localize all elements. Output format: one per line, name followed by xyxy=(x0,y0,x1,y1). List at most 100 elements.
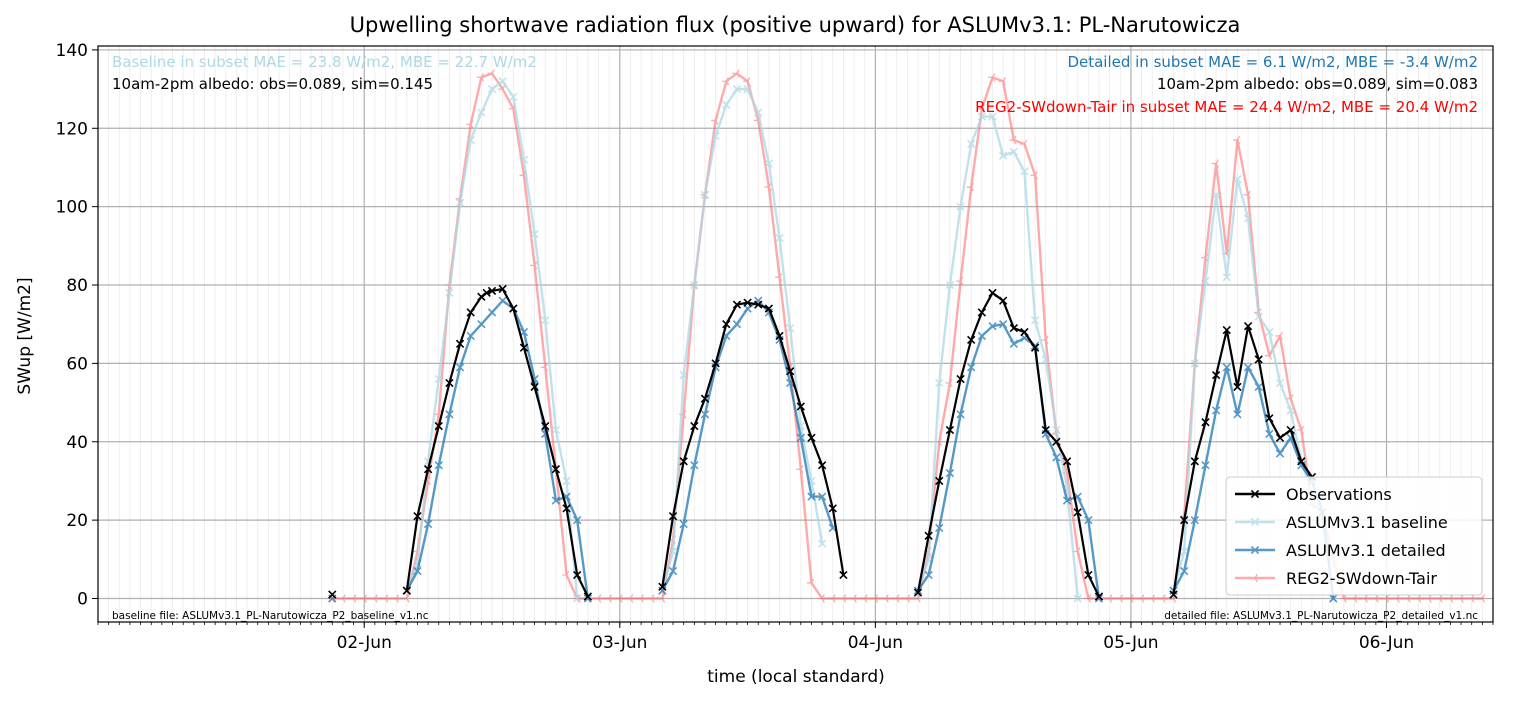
data-point xyxy=(1094,592,1104,601)
data-point xyxy=(1201,461,1210,470)
data-point xyxy=(328,590,337,599)
data-point xyxy=(913,588,923,597)
data-point xyxy=(583,592,593,601)
baseline-albedo-annotation: 10am-2pm albedo: obs=0.089, sim=0.145 xyxy=(112,75,433,93)
data-point xyxy=(445,410,454,419)
data-point xyxy=(1297,457,1306,466)
data-point xyxy=(434,374,443,384)
data-point xyxy=(1233,175,1242,184)
data-point xyxy=(1243,321,1253,331)
data-point xyxy=(732,84,742,94)
y-tick-label: 80 xyxy=(66,276,88,296)
data-point xyxy=(828,594,836,603)
x-tick-label: 05-Jun xyxy=(1103,633,1158,653)
data-point xyxy=(977,331,987,341)
data-point xyxy=(924,570,933,580)
data-point xyxy=(945,425,955,435)
data-point xyxy=(700,410,710,419)
data-point xyxy=(359,594,368,603)
data-point xyxy=(860,594,868,603)
data-point xyxy=(807,433,816,443)
data-point xyxy=(924,531,933,540)
data-point xyxy=(732,320,742,329)
data-point xyxy=(413,512,422,521)
data-point xyxy=(1073,594,1082,603)
data-point xyxy=(1009,135,1017,145)
data-point xyxy=(551,425,561,435)
data-point xyxy=(1084,515,1093,525)
data-point xyxy=(370,594,378,603)
x-axis-label: time (local standard) xyxy=(707,667,885,687)
data-point xyxy=(583,594,593,603)
legend-swatch-marker xyxy=(1250,545,1260,555)
data-point xyxy=(573,515,582,525)
data-point xyxy=(1030,343,1040,352)
data-point xyxy=(1169,590,1178,599)
data-point xyxy=(423,465,433,474)
data-point xyxy=(391,594,399,603)
data-point xyxy=(1052,453,1061,462)
series-line xyxy=(1172,366,1335,599)
data-point xyxy=(381,594,389,603)
data-point xyxy=(519,327,529,337)
data-point xyxy=(615,594,623,603)
data-point xyxy=(1254,355,1263,364)
legend-swatch xyxy=(1235,517,1275,527)
data-point xyxy=(1211,190,1221,200)
x-tick-label: 06-Jun xyxy=(1359,633,1414,653)
data-point xyxy=(775,233,784,243)
data-point xyxy=(349,594,357,603)
data-point xyxy=(657,594,666,603)
data-point xyxy=(967,335,976,345)
data-point xyxy=(711,131,720,141)
legend-swatch xyxy=(1235,489,1275,499)
data-point xyxy=(1254,382,1263,392)
x-tick-label: 03-Jun xyxy=(592,633,647,653)
data-point xyxy=(690,421,699,431)
legend-swatch-marker xyxy=(1250,489,1260,499)
data-point xyxy=(817,492,827,501)
data-point xyxy=(658,582,667,591)
data-point xyxy=(519,343,529,352)
data-point xyxy=(1062,457,1072,466)
data-point xyxy=(1243,363,1253,372)
data-point xyxy=(1094,594,1104,603)
data-point xyxy=(402,586,411,595)
data-point xyxy=(967,363,976,372)
plot-frame xyxy=(97,45,1494,623)
legend-swatch-marker xyxy=(1250,517,1260,527)
data-point xyxy=(849,594,857,603)
data-point xyxy=(988,112,997,121)
data-point xyxy=(487,69,495,78)
data-point xyxy=(998,77,1006,86)
y-tick-label: 40 xyxy=(66,433,88,453)
data-point xyxy=(700,394,710,403)
data-point xyxy=(1147,594,1156,603)
data-point xyxy=(1477,594,1486,603)
data-point xyxy=(956,202,965,211)
data-point xyxy=(679,457,688,466)
data-point xyxy=(482,288,491,298)
data-point xyxy=(668,512,678,521)
series-line xyxy=(916,115,1079,599)
legend-box xyxy=(1225,476,1483,596)
data-point xyxy=(509,304,518,313)
data-point xyxy=(593,594,602,603)
data-point xyxy=(679,370,688,380)
data-point xyxy=(1009,323,1018,333)
legend-label-detailed: ASLUMv3.1 detailed xyxy=(1286,541,1446,560)
data-point xyxy=(1030,171,1038,180)
data-point xyxy=(775,331,784,341)
series-observations xyxy=(328,284,1317,601)
data-point xyxy=(487,84,497,94)
data-point xyxy=(1265,429,1274,439)
data-point xyxy=(1275,449,1285,458)
data-point xyxy=(477,108,486,117)
data-point xyxy=(732,69,740,78)
data-point xyxy=(1254,312,1263,321)
data-point xyxy=(690,461,699,470)
data-point xyxy=(1062,496,1072,505)
data-point xyxy=(998,151,1008,160)
data-point xyxy=(711,359,720,368)
data-point xyxy=(679,519,688,529)
